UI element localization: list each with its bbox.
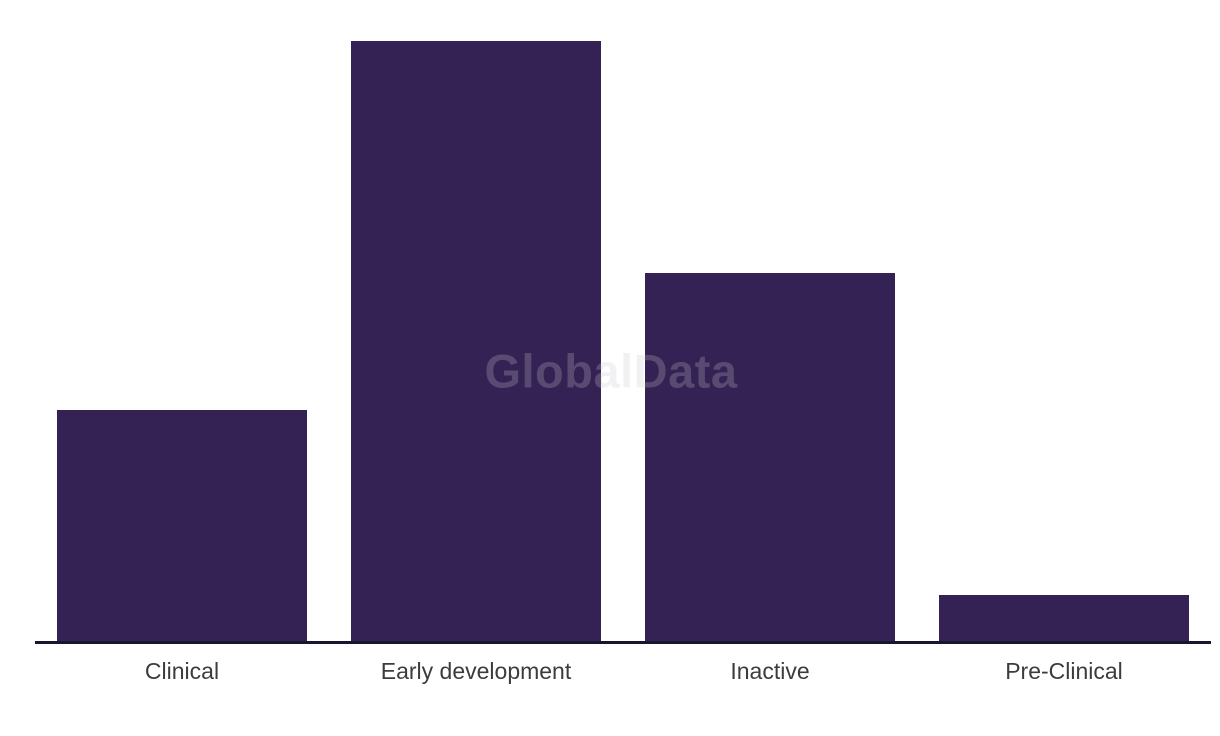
bar-pre-clinical bbox=[939, 595, 1189, 641]
bar-clinical bbox=[57, 410, 307, 641]
plot-area bbox=[35, 41, 1211, 644]
x-axis-labels: Clinical Early development Inactive Pre-Cli… bbox=[35, 656, 1211, 686]
x-axis-label-inactive: Inactive bbox=[730, 658, 810, 684]
bar-early-development bbox=[351, 41, 601, 641]
x-axis-label-early-development: Early development bbox=[380, 658, 572, 684]
bar-column-pre-clinical bbox=[917, 41, 1211, 641]
bar-inactive bbox=[645, 273, 895, 641]
x-axis-label-clinical: Clinical bbox=[144, 658, 220, 684]
bar-column-inactive bbox=[623, 41, 917, 641]
x-axis-label-pre-clinical: Pre-Clinical bbox=[1005, 658, 1123, 684]
bar-column-clinical bbox=[35, 41, 329, 641]
bar-column-early-development bbox=[329, 41, 623, 641]
